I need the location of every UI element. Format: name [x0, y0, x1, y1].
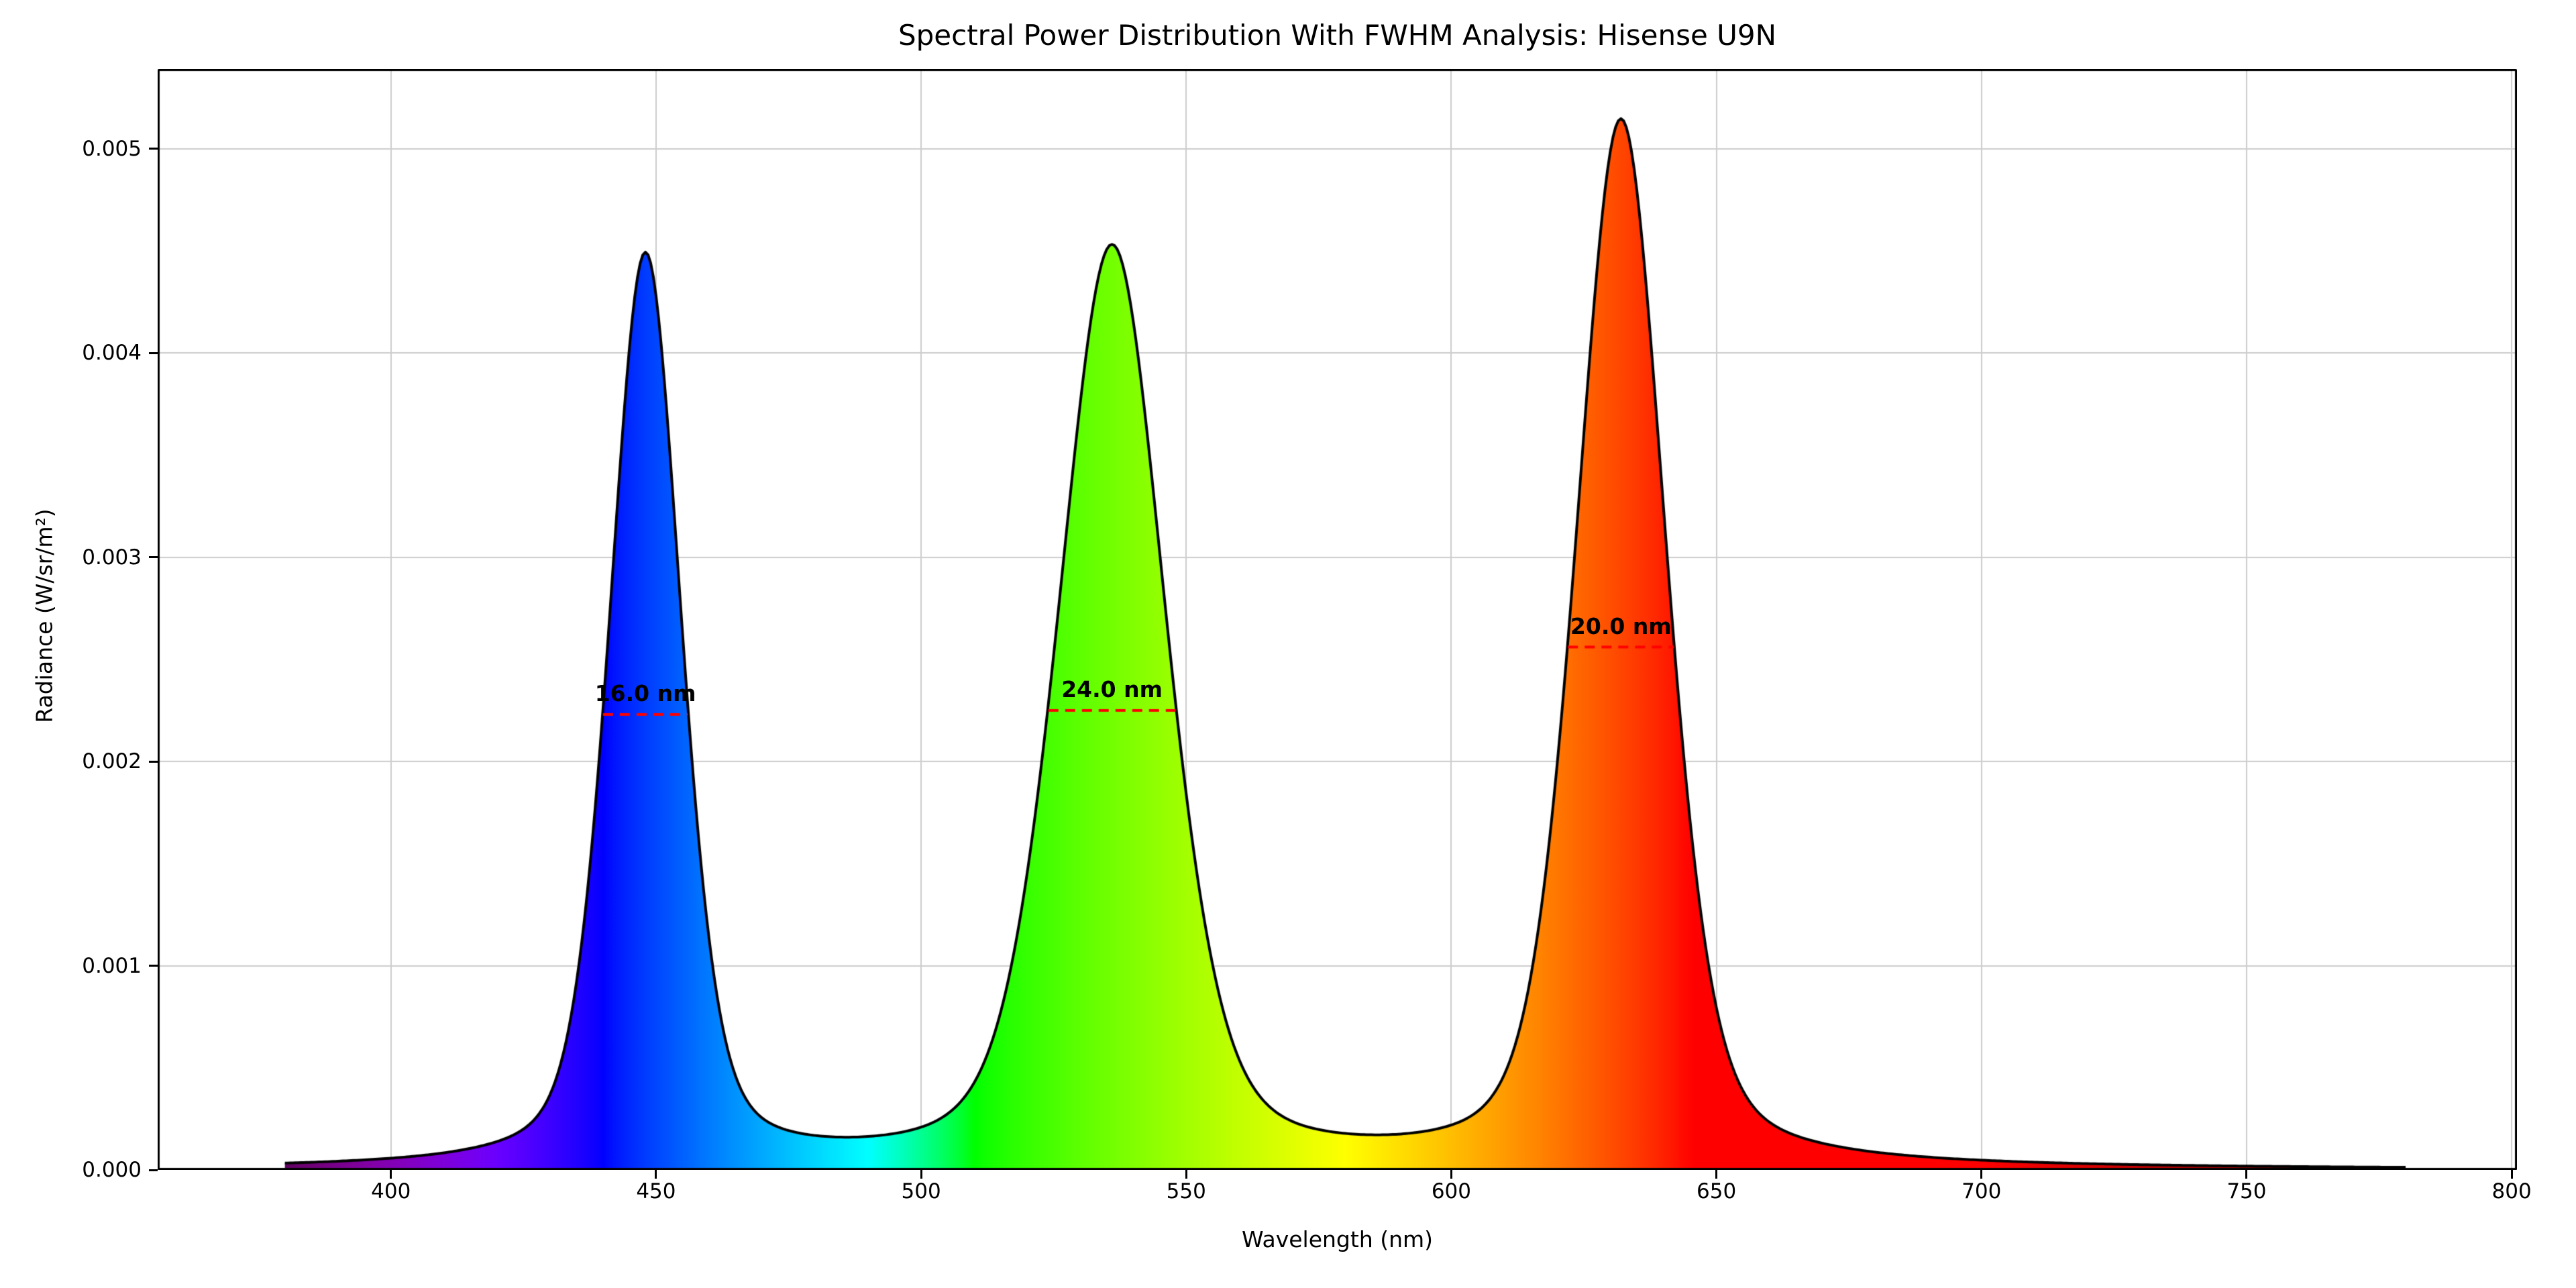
x-tick-label: 400 [371, 1179, 411, 1203]
x-tick-mark [1980, 1170, 1983, 1179]
x-tick-label: 550 [1166, 1179, 1206, 1203]
x-tick-mark [2245, 1170, 2248, 1179]
fwhm-annotation-blue: 16.0 nm [594, 680, 696, 707]
y-axis-label: Radiance (W/sr/m²) [31, 508, 58, 723]
x-tick-mark [390, 1170, 392, 1179]
x-tick-mark [1715, 1170, 1718, 1179]
chart-title: Spectral Power Distribution With FWHM An… [898, 19, 1777, 52]
y-tick-label: 0.005 [82, 136, 142, 161]
y-tick-mark [149, 352, 158, 354]
y-tick-mark [149, 1169, 158, 1171]
y-tick-mark [149, 556, 158, 559]
x-tick-label: 700 [1962, 1179, 2002, 1203]
y-tick-label: 0.003 [82, 545, 142, 570]
x-tick-label: 800 [2491, 1179, 2532, 1203]
x-tick-label: 500 [901, 1179, 941, 1203]
y-tick-label: 0.001 [82, 953, 142, 978]
x-tick-label: 750 [2226, 1179, 2267, 1203]
x-tick-label: 600 [1431, 1179, 1472, 1203]
y-tick-label: 0.004 [82, 341, 142, 366]
y-tick-mark [149, 965, 158, 967]
y-tick-label: 0.002 [82, 749, 142, 774]
x-tick-mark [920, 1170, 922, 1179]
x-tick-label: 450 [636, 1179, 676, 1203]
fwhm-annotation-green: 24.0 nm [1061, 676, 1163, 702]
spectral-plot-canvas [158, 69, 2517, 1170]
y-tick-mark [149, 148, 158, 150]
x-tick-mark [2510, 1170, 2513, 1179]
x-tick-mark [1185, 1170, 1187, 1179]
x-axis-label: Wavelength (nm) [1241, 1226, 1434, 1252]
x-tick-label: 650 [1696, 1179, 1737, 1203]
x-tick-mark [1450, 1170, 1452, 1179]
fwhm-annotation-red: 20.0 nm [1570, 612, 1672, 639]
y-tick-label: 0.000 [82, 1158, 142, 1182]
x-tick-mark [655, 1170, 657, 1179]
y-tick-mark [149, 760, 158, 763]
